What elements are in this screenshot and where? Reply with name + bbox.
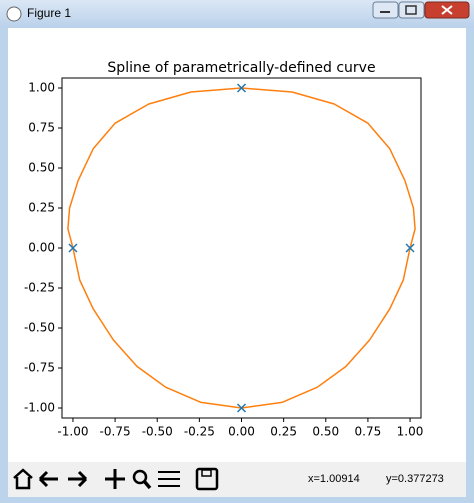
close-icon (441, 5, 453, 15)
y-tick-label: 0.00 (28, 241, 55, 255)
x-tick-label: -0.75 (100, 425, 131, 439)
y-tick-label: -1.00 (24, 401, 55, 415)
status-x: x=1.00914 (308, 473, 360, 485)
marker (236, 403, 247, 413)
minimize-icon (380, 11, 390, 13)
x-tick-label: -0.25 (184, 425, 215, 439)
minimize-button[interactable] (372, 1, 399, 19)
app-icon (6, 6, 22, 22)
window-title: Figure 1 (27, 6, 71, 20)
save-button[interactable] (195, 467, 219, 491)
pan-button[interactable] (105, 469, 125, 489)
x-tick-label: 0.00 (228, 425, 255, 439)
chart-title: Spline of parametrically-defined curve (107, 60, 375, 76)
y-tick-label: 0.50 (28, 161, 55, 175)
marker (68, 243, 78, 253)
y-tick-label: 1.00 (28, 81, 55, 95)
toolbar-buttons (13, 467, 219, 491)
x-tick-label: 1.00 (397, 425, 424, 439)
plot: -1.00 -0.75 -0.50 -0.25 0.00 0.25 0.50 0.75 1.00… (24, 77, 424, 439)
configure-button[interactable] (158, 471, 180, 487)
zoom-button[interactable] (132, 469, 148, 485)
x-tick-label: 0.50 (312, 425, 339, 439)
x-tick-label: -1.00 (57, 425, 88, 439)
x-tick-label: 0.25 (270, 425, 297, 439)
figure-canvas (8, 28, 466, 462)
marker (236, 83, 247, 93)
y-tick-label: 0.75 (28, 121, 55, 135)
forward-button[interactable] (68, 470, 88, 488)
x-tick-label: 0.75 (355, 425, 382, 439)
status-y: y=0.377273 (386, 473, 444, 485)
back-button[interactable] (38, 470, 58, 488)
y-tick-label: 0.25 (28, 201, 55, 215)
marker (405, 243, 415, 253)
maximize-icon (405, 5, 417, 15)
y-tick-label: -0.25 (24, 281, 55, 295)
y-tick-label: -0.75 (24, 361, 55, 375)
home-button[interactable] (13, 468, 33, 490)
y-tick-label: -0.50 (24, 321, 55, 335)
x-tick-label: -0.50 (142, 425, 173, 439)
maximize-button[interactable] (398, 1, 425, 19)
